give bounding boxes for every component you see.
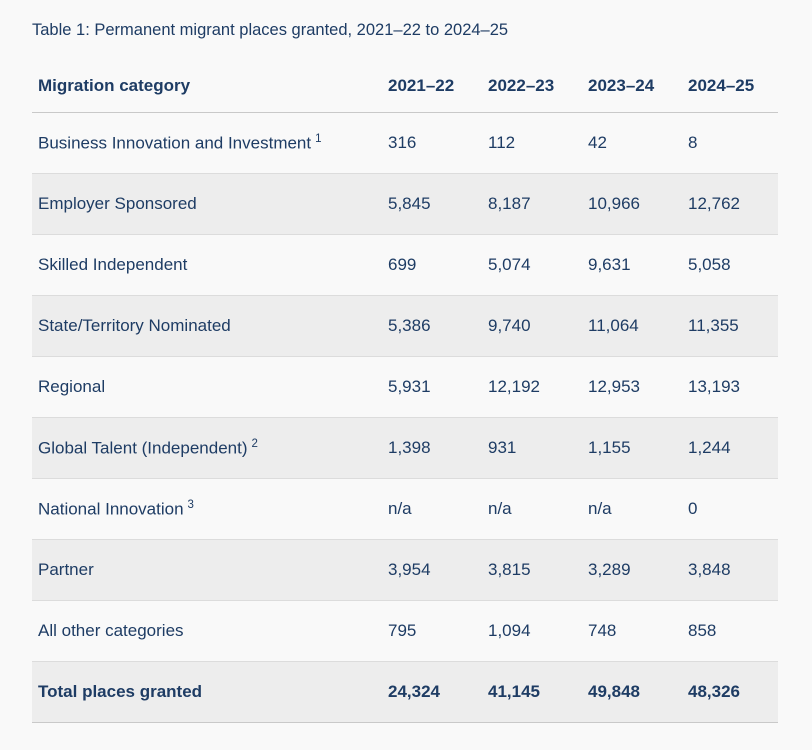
migrant-places-table: Migration category 2021–22 2022–23 2023–… [32, 59, 778, 723]
value-cell: 0 [682, 478, 778, 540]
table-title: Table 1: Permanent migrant places grante… [32, 21, 509, 39]
value-cell: 49,848 [582, 661, 682, 723]
value-cell: 13,193 [682, 356, 778, 418]
table-body: Business Innovation and Investment 1 316 … [32, 112, 778, 723]
value-cell: 8 [682, 112, 778, 174]
value-cell: 5,845 [382, 173, 482, 235]
column-header-2024-25: 2024–25 [682, 59, 778, 113]
column-header-2023-24: 2023–24 [582, 59, 682, 113]
category-label: Partner [38, 560, 94, 579]
value-cell: 858 [682, 600, 778, 662]
category-label: All other categories [38, 621, 184, 640]
value-cell: 9,631 [582, 234, 682, 296]
table-row: Regional 5,931 12,192 12,953 13,193 [32, 356, 778, 418]
value-cell: 5,074 [482, 234, 582, 296]
column-header-category: Migration category [32, 59, 382, 113]
column-header-2021-22: 2021–22 [382, 59, 482, 113]
category-label: Total places granted [38, 682, 203, 701]
value-cell: 699 [382, 234, 482, 296]
value-cell: n/a [582, 478, 682, 540]
table-row: Global Talent (Independent) 2 1,398 931 1… [32, 417, 778, 479]
value-cell: 795 [382, 600, 482, 662]
value-cell: 3,289 [582, 539, 682, 601]
table-row: Partner 3,954 3,815 3,289 3,848 [32, 539, 778, 601]
category-label: Regional [38, 377, 106, 396]
value-cell: 931 [482, 417, 582, 479]
category-cell: Partner [32, 539, 382, 601]
value-cell: 8,187 [482, 173, 582, 235]
table-row: Skilled Independent 699 5,074 9,631 5,05… [32, 234, 778, 296]
column-header-2022-23: 2022–23 [482, 59, 582, 113]
value-cell: 1,244 [682, 417, 778, 479]
table-row: State/Territory Nominated 5,386 9,740 11… [32, 295, 778, 357]
table-row: Employer Sponsored 5,845 8,187 10,966 12… [32, 173, 778, 235]
value-cell: 5,386 [382, 295, 482, 357]
value-cell: 1,398 [382, 417, 482, 479]
value-cell: 316 [382, 112, 482, 174]
table-row: Business Innovation and Investment 1 316 … [32, 112, 778, 174]
value-cell: 112 [482, 112, 582, 174]
footnote-marker: 1 [315, 132, 322, 145]
category-cell: Total places granted [32, 661, 382, 723]
value-cell: 12,762 [682, 173, 778, 235]
category-cell: National Innovation 3 [32, 478, 382, 540]
value-cell: 11,355 [682, 295, 778, 357]
table-row: All other categories 795 1,094 748 858 [32, 600, 778, 662]
value-cell: 3,848 [682, 539, 778, 601]
value-cell: 3,954 [382, 539, 482, 601]
category-label: Global Talent (Independent) [38, 438, 248, 458]
value-cell: 41,145 [482, 661, 582, 723]
value-cell: n/a [482, 478, 582, 540]
footnote-marker: 3 [187, 498, 194, 511]
value-cell: 12,192 [482, 356, 582, 418]
category-label: National Innovation [38, 499, 184, 519]
value-cell: 42 [582, 112, 682, 174]
value-cell: 1,094 [482, 600, 582, 662]
table-row-total: Total places granted 24,324 41,145 49,84… [32, 661, 778, 723]
value-cell: 11,064 [582, 295, 682, 357]
category-cell: Employer Sponsored [32, 173, 382, 235]
category-cell: Skilled Independent [32, 234, 382, 296]
category-cell: Regional [32, 356, 382, 418]
value-cell: 9,740 [482, 295, 582, 357]
value-cell: 10,966 [582, 173, 682, 235]
category-cell: Business Innovation and Investment 1 [32, 112, 382, 174]
category-label: Skilled Independent [38, 255, 188, 274]
value-cell: 1,155 [582, 417, 682, 479]
value-cell: 48,326 [682, 661, 778, 723]
header-row: Migration category 2021–22 2022–23 2023–… [32, 59, 778, 113]
table-row: National Innovation 3 n/a n/a n/a 0 [32, 478, 778, 540]
category-label: Employer Sponsored [38, 194, 197, 213]
page: Table 1: Permanent migrant places grante… [32, 21, 778, 723]
value-cell: 5,931 [382, 356, 482, 418]
value-cell: 748 [582, 600, 682, 662]
value-cell: n/a [382, 478, 482, 540]
category-label: State/Territory Nominated [38, 316, 231, 335]
value-cell: 3,815 [482, 539, 582, 601]
footnote-marker: 2 [251, 437, 258, 450]
category-cell: Global Talent (Independent) 2 [32, 417, 382, 479]
value-cell: 5,058 [682, 234, 778, 296]
category-cell: All other categories [32, 600, 382, 662]
value-cell: 12,953 [582, 356, 682, 418]
table-header: Migration category 2021–22 2022–23 2023–… [32, 59, 778, 113]
category-label: Business Innovation and Investment [38, 133, 312, 153]
value-cell: 24,324 [382, 661, 482, 723]
category-cell: State/Territory Nominated [32, 295, 382, 357]
